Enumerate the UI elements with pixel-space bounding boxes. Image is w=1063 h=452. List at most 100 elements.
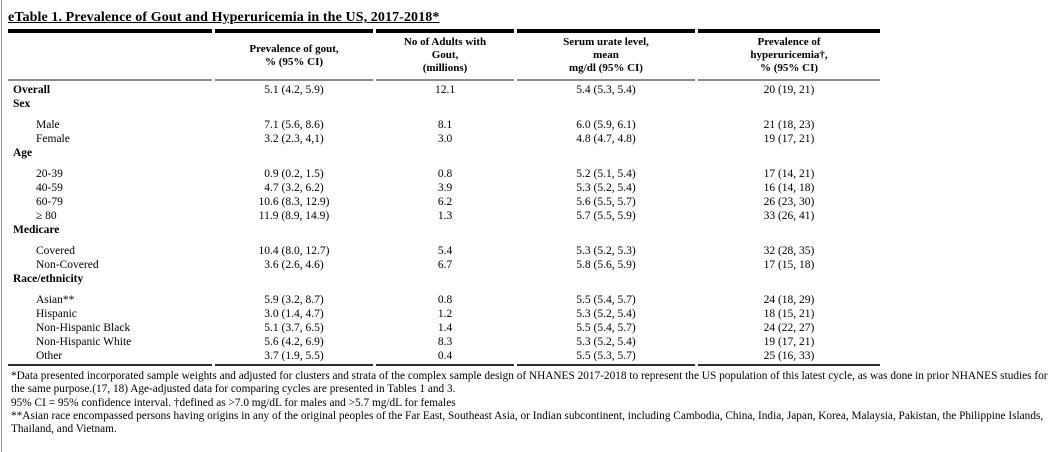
cell-value: 8.1 — [437, 119, 453, 131]
row-label: ≥ 80 — [36, 210, 57, 222]
cell-value: 21 (18, 23) — [763, 119, 815, 131]
cell-value — [376, 146, 514, 167]
cell-value: 5.1 (4.2, 5.9) — [264, 84, 324, 96]
table-row: Other 3.7 (1.9, 5.5) 0.4 5.5 (5.3, 5.7) 25 (… — [8, 349, 880, 366]
cell-value — [376, 97, 514, 118]
table-body: Overall 5.1 (4.2, 5.9) 12.1 5.4 (5.3, 5.4) 2… — [8, 81, 880, 366]
header-serum-urate: Serum urate level, mean mg/dl (95% CI) — [517, 29, 695, 81]
cell-value: 5.6 (4.2, 6.9) — [264, 336, 324, 348]
footnotes: *Data presented incorporated sample weig… — [11, 370, 1061, 436]
cell-value: 5.5 (5.4, 5.7) — [576, 322, 636, 334]
cell-value: 5.9 (3.2, 8.7) — [264, 294, 324, 306]
row-label: Overall — [13, 84, 51, 96]
cell-value: 5.6 (5.5, 5.7) — [576, 196, 636, 208]
cell-value: 24 (18, 29) — [763, 294, 815, 306]
cell-value: 5.4 (5.3, 5.4) — [576, 84, 636, 96]
cell-value: 6.0 (5.9, 6.1) — [576, 119, 636, 131]
header-row: Prevalence of gout, % (95% CI) No of Adu… — [8, 29, 880, 81]
prevalence-table: Prevalence of gout, % (95% CI) No of Adu… — [5, 29, 883, 366]
cell-value — [698, 146, 880, 167]
page-title: eTable 1. Prevalence of Gout and Hyperur… — [8, 10, 440, 25]
header-prevalence-gout: Prevalence of gout, % (95% CI) — [215, 29, 373, 81]
table-row: 60-79 10.6 (8.3, 12.9) 6.2 5.6 (5.5, 5.7) 26… — [8, 195, 880, 209]
cell-value: 7.1 (5.6, 8.6) — [264, 119, 324, 131]
cell-value: 5.3 (5.2, 5.4) — [576, 336, 636, 348]
cell-value — [376, 272, 514, 293]
cell-value: 10.6 (8.3, 12.9) — [258, 196, 330, 208]
table-row: Covered 10.4 (8.0, 12.7) 5.4 5.3 (5.2, 5.3)… — [8, 244, 880, 258]
header-prevalence-hyperuricemia: Prevalence of hyperuricemia†, % (95% CI) — [698, 29, 880, 81]
cell-value: 5.4 — [437, 245, 453, 257]
cell-value: 0.4 — [376, 349, 514, 366]
cell-value: 5.3 (5.2, 5.3) — [576, 245, 636, 257]
cell-value: 4.8 (4.7, 4.8) — [576, 133, 636, 145]
cell-value: 17 (15, 18) — [763, 259, 815, 271]
cell-value: 5.7 (5.5, 5.9) — [576, 210, 636, 222]
cell-value: 19 (17, 21) — [763, 133, 815, 145]
footnote-ci-definition: 95% CI = 95% confidence interval. †defin… — [11, 396, 456, 409]
cell-value: 17 (14, 21) — [763, 168, 815, 180]
cell-value: 5.3 (5.2, 5.4) — [576, 182, 636, 194]
cell-value: 3.0 (1.4, 4.7) — [264, 308, 324, 320]
table-row: Non-Hispanic White 5.6 (4.2, 6.9) 8.3 5.3 (… — [8, 335, 880, 349]
cell-value: 19 (17, 21) — [763, 336, 815, 348]
table-row: Hispanic 3.0 (1.4, 4.7) 1.2 5.3 (5.2, 5.4) 1… — [8, 307, 880, 321]
cell-value: 32 (28, 35) — [763, 245, 815, 257]
table-row: Male 7.1 (5.6, 8.6) 8.1 6.0 (5.9, 6.1) 21 (1… — [8, 118, 880, 132]
section-row: Sex — [8, 97, 880, 118]
cell-value: 10.4 (8.0, 12.7) — [258, 245, 330, 257]
row-label: Non-Hispanic Black — [36, 322, 131, 334]
cell-value: 24 (22, 27) — [763, 322, 815, 334]
cell-value: 26 (23, 30) — [763, 196, 815, 208]
row-label: Hispanic — [36, 308, 77, 320]
table-row: Non-Hispanic Black 5.1 (3.7, 6.5) 1.4 5.5 (… — [8, 321, 880, 335]
row-label: Medicare — [13, 224, 60, 236]
table-row: Asian** 5.9 (3.2, 8.7) 0.8 5.5 (5.4, 5.7) 24… — [8, 293, 880, 307]
cell-value: 1.3 — [437, 210, 453, 222]
cell-value: 12.1 — [434, 84, 456, 96]
cell-value: 5.5 (5.4, 5.7) — [576, 294, 636, 306]
cell-value — [517, 97, 695, 118]
cell-value: 0.8 — [437, 294, 453, 306]
cell-value: 20 (19, 21) — [763, 84, 815, 96]
cell-value — [517, 223, 695, 244]
cell-value: 4.7 (3.2, 6.2) — [264, 182, 324, 194]
row-label: Asian** — [36, 294, 75, 306]
section-row: Age — [8, 146, 880, 167]
cell-value: 3.0 — [437, 133, 453, 145]
section-row: Race/ethnicity — [8, 272, 880, 293]
row-label: Male — [36, 119, 60, 131]
cell-value — [698, 97, 880, 118]
section-row: Medicare — [8, 223, 880, 244]
header-row-label — [8, 29, 212, 81]
page: eTable 1. Prevalence of Gout and Hyperur… — [5, 10, 1061, 436]
cell-value: 0.8 — [437, 168, 453, 180]
page-edge-line — [1, 0, 2, 452]
cell-value: 3.9 — [437, 182, 453, 194]
table-row: 40-59 4.7 (3.2, 6.2) 3.9 5.3 (5.2, 5.4) 16 (… — [8, 181, 880, 195]
cell-value: 5.5 (5.3, 5.7) — [517, 349, 695, 366]
cell-value: 3.2 (2.3, 4,1) — [264, 133, 324, 145]
cell-value: 16 (14, 18) — [763, 182, 815, 194]
cell-value: 11.9 (8.9, 14.9) — [258, 210, 330, 222]
cell-value: 6.7 — [437, 259, 453, 271]
cell-value: 5.3 (5.2, 5.4) — [576, 308, 636, 320]
cell-value: 1.4 — [437, 322, 453, 334]
row-label: Non-Covered — [36, 259, 99, 271]
cell-value — [215, 223, 373, 244]
cell-value — [215, 97, 373, 118]
footnote-asian-definition: **Asian race encompassed persons having … — [11, 409, 1044, 436]
row-label: Covered — [36, 245, 75, 257]
row-label: Female — [36, 133, 70, 145]
row-label: Sex — [13, 98, 31, 110]
footnote-data-weights: *Data presented incorporated sample weig… — [11, 370, 1048, 396]
cell-value — [215, 146, 373, 167]
cell-value: 0.9 (0.2, 1.5) — [264, 168, 324, 180]
cell-value: 1.2 — [437, 308, 453, 320]
cell-value: 33 (26, 41) — [763, 210, 815, 222]
cell-value — [517, 272, 695, 293]
cell-value: 3.6 (2.6, 4.6) — [264, 259, 324, 271]
cell-value: 3.7 (1.9, 5.5) — [215, 349, 373, 366]
cell-value — [215, 272, 373, 293]
row-label: Race/ethnicity — [13, 273, 84, 285]
